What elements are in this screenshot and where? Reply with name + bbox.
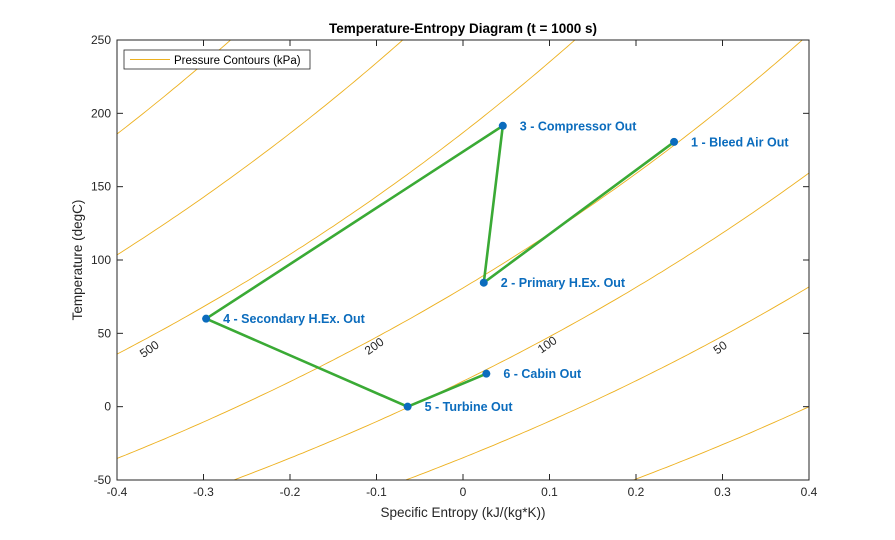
cycle-path [204, 124, 675, 409]
x-axis-label: Specific Entropy (kJ/(kg*K)) [380, 505, 545, 520]
plot-area [117, 40, 809, 480]
x-tick-label: -0.4 [107, 485, 128, 499]
y-tick-label: 50 [98, 326, 112, 340]
chart-title: Temperature-Entropy Diagram (t = 1000 s) [329, 21, 597, 36]
state-point-4 [202, 314, 211, 323]
y-tick-label: 100 [91, 253, 111, 267]
state-label-6: 6 - Cabin Out [503, 367, 582, 381]
x-tick-label: 0.2 [628, 485, 645, 499]
contour-line-1000kpa [117, 40, 404, 256]
legend-box [123, 49, 311, 70]
state-point-2 [479, 278, 488, 287]
x-tick-label: 0 [460, 485, 467, 499]
x-tick-label: -0.1 [366, 485, 387, 499]
y-tick-label: 150 [91, 180, 111, 194]
y-tick-label: 200 [91, 106, 111, 120]
x-tick-label: 0.3 [714, 485, 731, 499]
y-axis-label: Temperature (degC) [70, 200, 85, 321]
cycle-line [204, 124, 675, 409]
y-tick-label: -50 [94, 473, 112, 487]
state-label-4: 4 - Secondary H.Ex. Out [223, 312, 366, 326]
state-label-2: 2 - Primary H.Ex. Out [501, 276, 626, 290]
x-tick-label: 0.1 [541, 485, 558, 499]
y-tick-label: 0 [104, 400, 111, 414]
contour-line-500kpa [117, 40, 576, 355]
x-tick-label: 0.4 [801, 485, 818, 499]
pressure-contours [117, 40, 809, 480]
contour-line-20kpa [632, 406, 809, 480]
legend: Pressure Contours (kPa) [123, 49, 311, 70]
y-tick-label: 250 [91, 33, 111, 47]
state-label-3: 3 - Compressor Out [520, 119, 638, 133]
contour-line-50kpa [404, 286, 809, 480]
state-point-5 [403, 402, 412, 411]
x-tick-label: -0.2 [280, 485, 301, 499]
x-tick-label: -0.3 [193, 485, 214, 499]
axes: -0.4 -0.3 -0.2 -0.1 0 0.1 0.2 0.3 0.4 -50 0 50 100 15… [91, 33, 818, 499]
contour-line-200kpa [117, 40, 804, 459]
cycle-points: 1 - Bleed Air Out 2 - Primary H.Ex. Out 3 … [202, 119, 789, 414]
contour-line-100kpa [232, 172, 809, 480]
state-point-6 [482, 369, 491, 378]
state-label-5: 5 - Turbine Out [425, 400, 514, 414]
state-label-1: 1 - Bleed Air Out [691, 135, 789, 149]
legend-entry: Pressure Contours (kPa) [174, 55, 301, 67]
state-point-3 [498, 121, 507, 130]
state-point-1 [670, 137, 679, 146]
